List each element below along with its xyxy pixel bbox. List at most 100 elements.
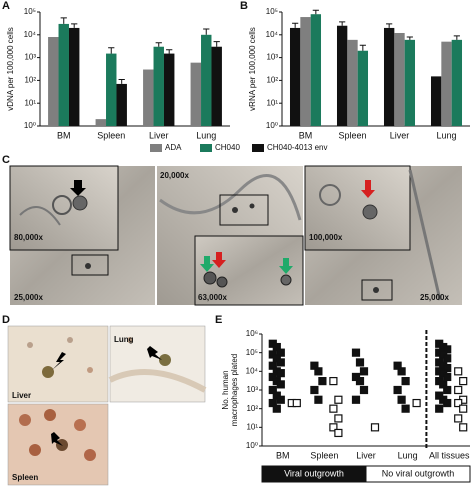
y-tick-label: 10⁶ — [246, 329, 258, 338]
panel-letter: D — [2, 314, 10, 326]
bar — [95, 119, 107, 126]
data-point — [334, 414, 343, 423]
y-tick-label: 10¹ — [24, 98, 36, 107]
y-axis-label: vRNA per 100,000 cells — [248, 27, 257, 111]
bar — [357, 50, 369, 127]
data-point — [355, 358, 365, 367]
error-bar — [108, 47, 115, 54]
bar — [190, 62, 202, 126]
error-bar — [213, 41, 220, 47]
data-point — [276, 358, 285, 367]
y-axis-label: No. human — [221, 370, 230, 409]
data-point — [310, 385, 319, 395]
magnification: 100,000x — [309, 233, 343, 242]
x-tick-label: Lung — [398, 450, 418, 460]
data-point — [359, 385, 369, 395]
panel-letter: B — [240, 0, 248, 12]
data-point — [370, 423, 380, 432]
data-point — [359, 367, 369, 376]
x-tick-label: Spleen — [97, 130, 125, 140]
x-tick-label: Liver — [390, 130, 410, 140]
x-tick-label: BM — [299, 130, 313, 140]
bar — [116, 83, 127, 126]
data-point — [454, 385, 463, 395]
data-point — [355, 376, 365, 386]
data-point — [443, 354, 452, 363]
data-point — [401, 376, 410, 386]
x-tick-label: Spleen — [310, 450, 338, 460]
data-point — [412, 398, 421, 408]
data-point — [443, 398, 452, 408]
micrograph-panel — [9, 165, 155, 305]
data-point — [272, 404, 281, 413]
bar — [48, 37, 59, 126]
bar — [310, 14, 322, 126]
y-tick-label: 10⁵ — [24, 7, 36, 16]
y-tick-label: 10³ — [24, 53, 36, 62]
legend-label: No viral outgrowth — [382, 468, 455, 478]
y-tick-label: 10⁵ — [266, 7, 278, 16]
data-point — [397, 395, 406, 404]
data-point — [276, 395, 285, 404]
error-bar — [386, 23, 393, 28]
y-tick-label: 10² — [266, 76, 278, 85]
y-tick-label: 10¹ — [266, 98, 278, 107]
error-bar — [60, 17, 67, 24]
tissue-label: Lung — [114, 335, 134, 344]
x-tick-label: Liver — [356, 450, 376, 460]
y-tick-label: 10³ — [246, 385, 258, 394]
bar — [300, 17, 311, 126]
data-point — [443, 385, 452, 395]
y-tick-label: 10¹ — [246, 422, 258, 431]
data-point — [276, 380, 285, 389]
x-tick-label: Liver — [149, 130, 169, 140]
data-point — [459, 423, 468, 432]
bar — [163, 53, 175, 127]
bar — [394, 32, 405, 126]
legend-label: CH040-4013 env — [267, 143, 327, 152]
data-point — [314, 367, 323, 376]
error-bar — [155, 42, 162, 47]
panel-letter: C — [2, 154, 10, 166]
error-bar — [312, 9, 319, 15]
data-point — [334, 395, 343, 404]
data-point — [401, 404, 410, 413]
legend-box — [365, 465, 471, 483]
data-point — [454, 414, 463, 423]
bar — [201, 34, 212, 126]
x-tick-label: Spleen — [338, 130, 366, 140]
y-axis-label: macrophages plated — [230, 354, 239, 427]
legend-label: CH040 — [215, 143, 240, 152]
panel-letter: A — [2, 0, 10, 12]
bar — [451, 39, 463, 126]
error-bar — [406, 36, 413, 40]
panel-letter: E — [215, 314, 222, 326]
magnification: 25,000x — [14, 293, 43, 302]
data-point — [334, 428, 343, 438]
y-tick-label: 10⁴ — [24, 30, 37, 39]
data-point — [329, 376, 338, 386]
error-bar — [203, 28, 210, 35]
data-point — [454, 398, 463, 408]
y-tick-label: 10⁰ — [266, 121, 278, 130]
bar — [143, 69, 154, 126]
bar — [336, 25, 348, 126]
ihc-image — [7, 325, 207, 486]
data-point — [454, 367, 463, 376]
legend-swatch — [150, 144, 162, 152]
y-tick-label: 10⁴ — [246, 366, 259, 375]
error-bar — [166, 49, 173, 54]
legend-swatch — [200, 144, 212, 152]
magnification: 20,000x — [160, 171, 189, 180]
data-point — [443, 372, 452, 382]
y-tick-label: 10³ — [266, 53, 278, 62]
bar — [430, 76, 442, 126]
bar — [58, 23, 69, 127]
micrograph-panel — [304, 165, 462, 305]
legend-swatch — [252, 144, 264, 152]
y-tick-label: 10⁰ — [24, 121, 36, 130]
data-point — [276, 369, 285, 378]
micrograph-panel — [157, 166, 304, 306]
data-point — [459, 404, 468, 413]
bar — [441, 41, 452, 126]
